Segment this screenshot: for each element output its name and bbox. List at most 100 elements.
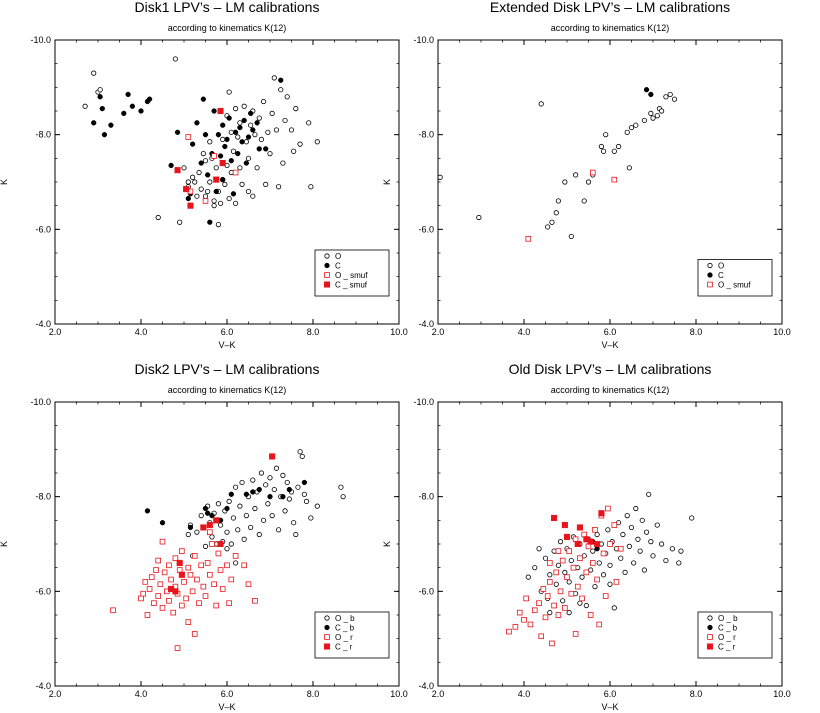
data-point [301, 479, 308, 486]
data-point [297, 449, 303, 455]
data-point [654, 113, 660, 119]
data-point [166, 598, 172, 604]
legend: O _ bC _ bO _ rC _ r [697, 611, 773, 659]
data-point [602, 593, 609, 599]
data-point [172, 56, 178, 62]
data-point [243, 139, 249, 145]
data-point [121, 110, 127, 117]
x-tick-label: 6.0 [604, 689, 617, 699]
data-point [138, 595, 144, 602]
data-point [161, 569, 168, 576]
y-tick-label: -4.0 [418, 681, 434, 691]
data-point [189, 588, 196, 595]
data-point [291, 148, 297, 154]
data-point [213, 602, 220, 609]
data-point [217, 107, 224, 115]
data-point [219, 160, 226, 167]
legend-marker [707, 615, 713, 621]
series-open-square [110, 529, 258, 651]
data-point [545, 224, 551, 230]
data-point [252, 598, 258, 604]
data-point [562, 179, 568, 185]
data-point [250, 127, 256, 133]
data-point [101, 132, 108, 138]
y-tick-label: -6.0 [35, 586, 51, 596]
data-point [566, 548, 572, 554]
chart-subtitle: according to kinematics K(12) [551, 385, 670, 395]
data-point [574, 540, 581, 548]
data-point [271, 486, 277, 493]
legend-label: C _ b [718, 624, 738, 633]
y-tick-label: -10.0 [30, 35, 51, 45]
data-point [549, 219, 555, 225]
data-point [549, 640, 555, 647]
data-point [185, 134, 192, 140]
data-point [250, 193, 256, 199]
data-point [622, 569, 628, 576]
data-point [572, 536, 579, 543]
data-point [151, 600, 157, 606]
data-point [235, 134, 241, 140]
data-point [600, 572, 607, 578]
data-point [282, 508, 288, 514]
data-point [658, 541, 665, 547]
data-point [196, 169, 202, 176]
data-point [547, 560, 553, 566]
data-point [303, 498, 310, 504]
data-point [202, 198, 209, 204]
y-axis-label: K [382, 179, 392, 185]
data-point [553, 569, 560, 576]
data-point [267, 475, 273, 481]
x-tick-label: 10.0 [390, 689, 408, 699]
data-point [256, 531, 262, 538]
data-point [204, 560, 211, 566]
data-point [228, 541, 234, 547]
data-point [219, 586, 226, 592]
data-point [211, 203, 217, 209]
data-point [506, 628, 512, 635]
data-point [555, 548, 562, 554]
data-point [205, 172, 211, 178]
data-point [572, 172, 579, 178]
y-tick-label: -4.0 [35, 319, 51, 329]
data-point [607, 562, 613, 568]
data-point [200, 583, 207, 590]
chart-panel-1: Disk1 LPV’s – LM calibrations according t… [0, 0, 408, 350]
data-point [291, 520, 297, 526]
data-point [237, 503, 243, 509]
x-axis-label: V–K [601, 340, 618, 350]
data-point [228, 129, 234, 135]
data-point [611, 176, 618, 183]
data-point [138, 108, 144, 114]
data-point [643, 87, 650, 93]
data-point [275, 184, 282, 190]
data-point [269, 110, 275, 116]
data-point [544, 593, 551, 599]
legend-marker [706, 643, 714, 650]
data-point [170, 609, 177, 616]
x-tick-label: 4.0 [135, 689, 148, 699]
data-point [228, 491, 234, 497]
data-point [271, 75, 277, 81]
data-point [590, 548, 596, 554]
data-point [239, 479, 245, 486]
data-point [542, 614, 549, 621]
data-point [564, 574, 570, 580]
legend-marker [324, 615, 330, 621]
data-point [217, 540, 224, 548]
data-point [476, 214, 482, 221]
data-point [256, 115, 262, 121]
data-point [233, 200, 239, 206]
legend-marker [324, 624, 330, 631]
x-tick-label: 8.0 [307, 327, 320, 337]
data-point [207, 179, 213, 185]
data-point [82, 103, 88, 109]
data-point [594, 546, 600, 552]
data-point [265, 501, 271, 507]
data-point [267, 494, 273, 500]
data-point [220, 136, 226, 142]
series-open-circle [525, 491, 695, 616]
data-point [243, 491, 250, 497]
data-point [516, 609, 523, 616]
